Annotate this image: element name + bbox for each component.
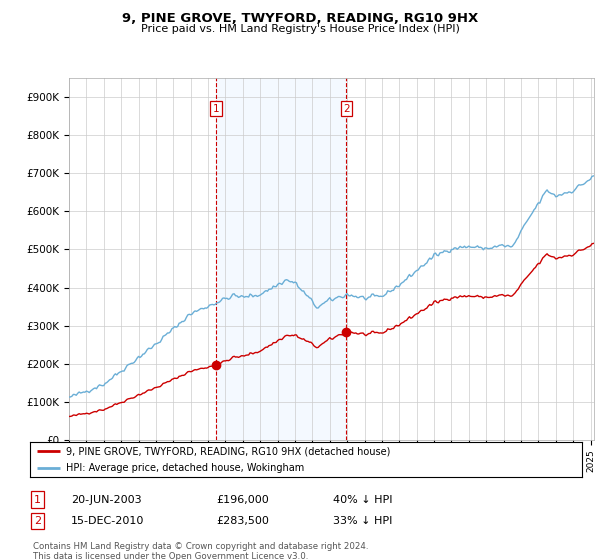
Text: 20-JUN-2003: 20-JUN-2003 [71, 494, 142, 505]
Text: 9, PINE GROVE, TWYFORD, READING, RG10 9HX (detached house): 9, PINE GROVE, TWYFORD, READING, RG10 9H… [66, 446, 390, 456]
Text: £196,000: £196,000 [216, 494, 269, 505]
Text: 33% ↓ HPI: 33% ↓ HPI [333, 516, 392, 526]
Text: 1: 1 [213, 104, 220, 114]
Text: 2: 2 [343, 104, 350, 114]
Text: 2: 2 [34, 516, 41, 526]
Text: Contains HM Land Registry data © Crown copyright and database right 2024.
This d: Contains HM Land Registry data © Crown c… [33, 542, 368, 560]
Text: 9, PINE GROVE, TWYFORD, READING, RG10 9HX: 9, PINE GROVE, TWYFORD, READING, RG10 9H… [122, 12, 478, 25]
Text: HPI: Average price, detached house, Wokingham: HPI: Average price, detached house, Woki… [66, 464, 304, 473]
Text: 15-DEC-2010: 15-DEC-2010 [71, 516, 144, 526]
Text: 40% ↓ HPI: 40% ↓ HPI [333, 494, 392, 505]
Text: Price paid vs. HM Land Registry's House Price Index (HPI): Price paid vs. HM Land Registry's House … [140, 24, 460, 34]
Text: £283,500: £283,500 [216, 516, 269, 526]
Bar [216, 78, 346, 440]
Text: 1: 1 [34, 494, 41, 505]
